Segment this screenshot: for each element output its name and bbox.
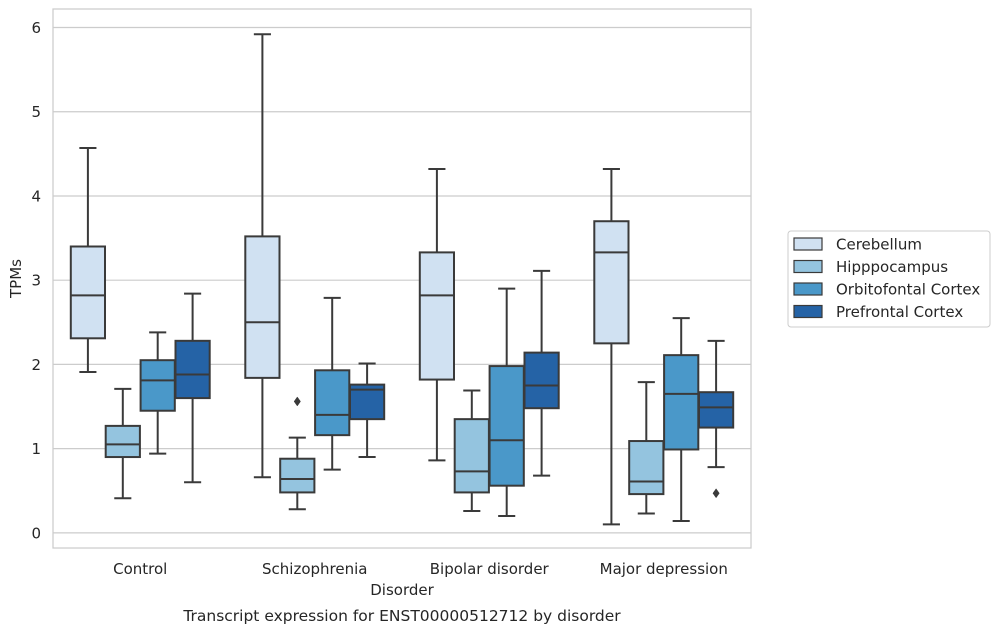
box xyxy=(139,331,176,455)
box-body xyxy=(523,351,560,410)
box xyxy=(104,387,141,500)
outlier-point xyxy=(712,488,720,499)
box xyxy=(453,389,490,512)
box-body xyxy=(628,440,665,496)
box-body xyxy=(69,245,107,340)
box xyxy=(593,168,630,526)
box xyxy=(314,296,351,471)
box-body xyxy=(418,251,456,381)
box xyxy=(697,339,735,499)
y-tick-label: 2 xyxy=(31,356,41,374)
box-body xyxy=(139,359,176,412)
legend-swatch xyxy=(793,282,823,296)
box-body xyxy=(663,354,700,451)
legend-label: Hipppocampus xyxy=(836,258,948,276)
box-body xyxy=(104,424,141,459)
box xyxy=(523,269,560,477)
box xyxy=(348,362,386,459)
y-tick-label: 1 xyxy=(31,440,41,458)
plot-frame xyxy=(52,8,752,549)
box xyxy=(418,168,456,462)
box-series xyxy=(69,33,735,526)
y-tick-label: 4 xyxy=(31,187,41,205)
legend: Cerebellum Hipppocampus Orbitofontal Corte… xyxy=(787,230,991,328)
box-body xyxy=(488,365,525,487)
x-tick-label: Major depression xyxy=(600,560,728,578)
box-body xyxy=(314,369,351,437)
chart-title: Transcript expression for ENST0000051271… xyxy=(182,607,621,625)
box xyxy=(488,287,525,517)
y-tick-label: 0 xyxy=(31,524,41,542)
box-body xyxy=(453,418,490,494)
legend-swatch xyxy=(793,259,823,274)
legend-swatch xyxy=(793,237,823,251)
x-tick-label: Bipolar disorder xyxy=(430,560,550,578)
x-tick-label: Schizophrenia xyxy=(262,560,367,578)
y-axis-label: TPMs xyxy=(7,259,25,299)
box xyxy=(69,146,107,373)
box xyxy=(279,396,316,511)
legend-swatch xyxy=(793,304,823,319)
box-body xyxy=(244,235,281,379)
x-axis-label: Disorder xyxy=(370,581,434,599)
box xyxy=(663,317,700,523)
box xyxy=(244,33,281,479)
tick-labels: 0 1 2 3 4 5 6 Control Schizophrenia Bipolar disor… xyxy=(31,19,727,578)
box xyxy=(628,381,665,515)
box xyxy=(174,292,211,484)
y-tick-label: 3 xyxy=(31,272,41,290)
y-tick-label: 5 xyxy=(31,103,41,121)
box-body xyxy=(697,391,735,429)
y-tick-label: 6 xyxy=(31,19,41,37)
box-body xyxy=(174,339,211,400)
box-body xyxy=(279,457,316,494)
legend-frame xyxy=(787,230,991,328)
legend-label: Orbitofontal Cortex xyxy=(836,281,980,299)
legend-label: Cerebellum xyxy=(836,236,922,254)
x-tick-label: Control xyxy=(113,560,167,578)
box-body xyxy=(593,220,630,345)
outlier-point xyxy=(293,396,301,407)
legend-label: Prefrontal Cortex xyxy=(836,303,963,321)
